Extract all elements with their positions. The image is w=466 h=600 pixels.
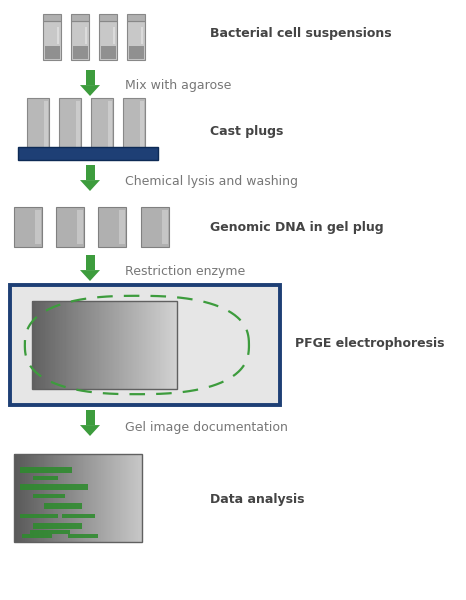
- Bar: [71, 14, 89, 20]
- Text: Chemical lysis and washing: Chemical lysis and washing: [125, 175, 298, 188]
- Bar: [20, 467, 72, 473]
- Bar: [14, 454, 142, 542]
- Bar: [44, 46, 60, 59]
- Bar: [99, 14, 117, 20]
- Bar: [14, 207, 42, 247]
- Bar: [123, 98, 145, 150]
- Bar: [33, 523, 82, 529]
- Bar: [141, 27, 143, 44]
- Bar: [68, 534, 98, 538]
- Bar: [71, 20, 89, 60]
- Polygon shape: [80, 270, 100, 281]
- Bar: [18, 147, 158, 160]
- Bar: [56, 207, 84, 247]
- Bar: [20, 484, 88, 490]
- Bar: [91, 98, 113, 150]
- Bar: [129, 46, 144, 59]
- Bar: [10, 285, 280, 405]
- Text: Bacterial cell suspensions: Bacterial cell suspensions: [210, 28, 391, 40]
- Polygon shape: [85, 410, 95, 425]
- Bar: [127, 14, 145, 20]
- Polygon shape: [80, 85, 100, 96]
- Text: Restriction enzyme: Restriction enzyme: [125, 265, 245, 278]
- Bar: [33, 476, 58, 480]
- Polygon shape: [85, 70, 95, 85]
- Polygon shape: [85, 255, 95, 270]
- Text: Gel image documentation: Gel image documentation: [125, 421, 288, 433]
- Bar: [43, 20, 61, 60]
- Bar: [141, 207, 169, 247]
- Bar: [99, 20, 117, 60]
- Text: Cast plugs: Cast plugs: [210, 125, 283, 139]
- Bar: [22, 534, 52, 538]
- Bar: [32, 301, 177, 389]
- Bar: [33, 494, 65, 498]
- Text: Data analysis: Data analysis: [210, 493, 304, 506]
- Bar: [84, 27, 87, 44]
- Bar: [35, 210, 41, 244]
- Bar: [44, 503, 82, 509]
- Polygon shape: [80, 425, 100, 436]
- Text: Genomic DNA in gel plug: Genomic DNA in gel plug: [210, 220, 384, 233]
- Bar: [119, 210, 124, 244]
- Text: Mix with agarose: Mix with agarose: [125, 79, 232, 91]
- Bar: [56, 27, 59, 44]
- Bar: [75, 101, 80, 147]
- Bar: [162, 210, 168, 244]
- Text: PFGE electrophoresis: PFGE electrophoresis: [295, 337, 445, 349]
- Bar: [20, 514, 58, 518]
- Bar: [43, 14, 61, 20]
- Polygon shape: [80, 180, 100, 191]
- Bar: [30, 530, 70, 534]
- Bar: [101, 46, 116, 59]
- Bar: [59, 98, 81, 150]
- Bar: [43, 101, 48, 147]
- Bar: [77, 210, 82, 244]
- Bar: [62, 514, 95, 518]
- Bar: [73, 46, 88, 59]
- Bar: [139, 101, 144, 147]
- Bar: [27, 98, 49, 150]
- Bar: [127, 20, 145, 60]
- Bar: [98, 207, 126, 247]
- Bar: [108, 101, 112, 147]
- Polygon shape: [85, 165, 95, 180]
- Bar: [112, 27, 115, 44]
